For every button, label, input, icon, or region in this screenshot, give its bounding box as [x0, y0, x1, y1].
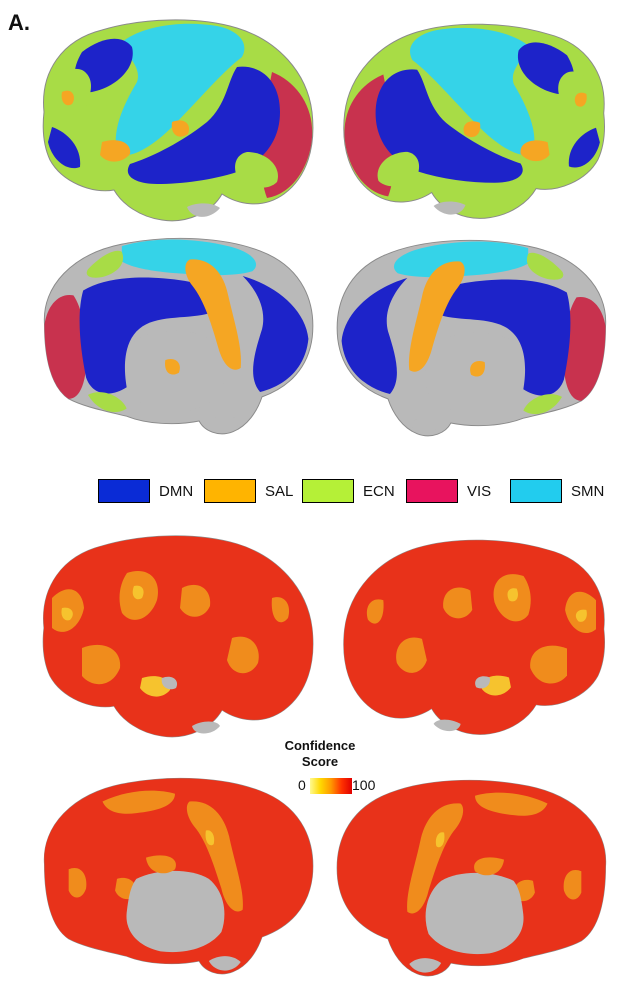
region-conf-mid — [227, 636, 259, 674]
region-conf-mid — [271, 597, 290, 623]
region-sal — [185, 259, 242, 370]
legend-label: VIS — [467, 482, 492, 500]
region-conf-mid — [563, 869, 582, 900]
region-sal — [100, 140, 131, 162]
region-sal — [520, 140, 550, 162]
region-conf-mid — [102, 790, 175, 814]
region-conf-mid — [530, 645, 567, 684]
legend-item-dmn: DMN — [98, 478, 193, 504]
region-ecn — [88, 392, 127, 413]
region-conf-low — [132, 585, 144, 600]
colorbar-max-label: 100 — [352, 777, 376, 793]
legend-swatch — [302, 479, 354, 503]
region-smn — [410, 27, 535, 155]
region-conf-mid — [475, 792, 548, 816]
region-smn — [393, 241, 529, 278]
region-conf-mid — [366, 599, 384, 624]
region-vis — [44, 294, 87, 399]
network-right-lateral — [335, 14, 625, 224]
region-conf-mid — [186, 801, 243, 912]
region-conf-high — [43, 535, 313, 737]
region-gray — [126, 870, 225, 953]
region-conf-mid — [68, 867, 87, 898]
legend-item-smn: SMN — [510, 478, 604, 504]
region-dmn — [341, 278, 408, 395]
region-gray — [192, 721, 220, 734]
region-conf-low — [575, 609, 587, 622]
region-ecn — [377, 151, 420, 187]
colorbar-title: Confidence Score — [284, 738, 356, 769]
region-ecn — [235, 152, 278, 188]
network-left-lateral — [22, 12, 322, 224]
region-sal — [470, 361, 485, 377]
region-dmn — [48, 127, 81, 169]
region-dmn — [242, 276, 309, 393]
legend-label: SMN — [571, 482, 605, 500]
region-conf-mid — [396, 637, 427, 673]
legend-swatch — [510, 479, 562, 503]
legend-label: ECN — [363, 482, 395, 500]
legend-swatch — [406, 479, 458, 503]
region-ecn — [526, 252, 564, 280]
region-conf-high — [343, 540, 605, 735]
confidence-right-lateral — [335, 530, 625, 740]
legend-swatch — [98, 479, 150, 503]
region-dmn — [79, 277, 218, 394]
region-sal — [165, 359, 180, 375]
legend-label: DMN — [159, 482, 194, 500]
legend-label: SAL — [265, 482, 294, 500]
region-conf-low — [507, 588, 518, 602]
region-sal — [408, 261, 465, 372]
region-conf-low — [435, 832, 445, 848]
region-ecn — [535, 104, 571, 148]
colorbar-gradient — [310, 778, 352, 794]
region-gray — [187, 203, 220, 217]
legend-item-sal: SAL — [204, 478, 293, 504]
region-sal — [171, 120, 190, 137]
region-conf-low — [61, 607, 73, 621]
region-gray — [425, 872, 524, 955]
region-gray — [409, 418, 442, 433]
network-legend: DMN SAL ECN VIS SMN — [98, 478, 604, 504]
region-gray — [161, 676, 178, 690]
region-conf-low — [205, 830, 215, 846]
confidence-left-medial — [30, 770, 320, 980]
confidence-right-medial — [330, 772, 620, 982]
region-smn — [115, 23, 245, 156]
region-gray — [433, 719, 461, 732]
region-conf-mid — [180, 584, 211, 617]
region-gray — [475, 676, 490, 689]
region-sal — [463, 121, 481, 138]
region-conf-mid — [82, 644, 121, 685]
region-dmn — [568, 127, 600, 168]
region-sal — [61, 90, 74, 106]
region-ecn — [78, 103, 115, 147]
region-gray — [208, 956, 241, 971]
legend-item-vis: VIS — [406, 478, 491, 504]
legend-item-ecn: ECN — [302, 478, 395, 504]
region-dmn — [432, 279, 571, 396]
region-conf-mid — [407, 803, 464, 914]
confidence-left-lateral — [22, 528, 322, 740]
region-conf-mid — [443, 587, 473, 619]
region-gray — [208, 416, 241, 431]
region-ecn — [86, 250, 124, 278]
region-vis — [563, 296, 606, 401]
panel-label: A. — [8, 10, 30, 35]
region-conf-mid — [474, 857, 504, 876]
region-smn — [121, 239, 257, 276]
network-right-medial — [330, 232, 620, 442]
region-gray — [409, 958, 442, 973]
region-sal — [574, 92, 587, 107]
network-left-medial — [30, 230, 320, 440]
region-ecn — [523, 394, 562, 415]
region-gray — [433, 201, 466, 215]
region-conf-mid — [146, 855, 176, 874]
colorbar-min-label: 0 — [298, 777, 306, 793]
legend-swatch — [204, 479, 256, 503]
